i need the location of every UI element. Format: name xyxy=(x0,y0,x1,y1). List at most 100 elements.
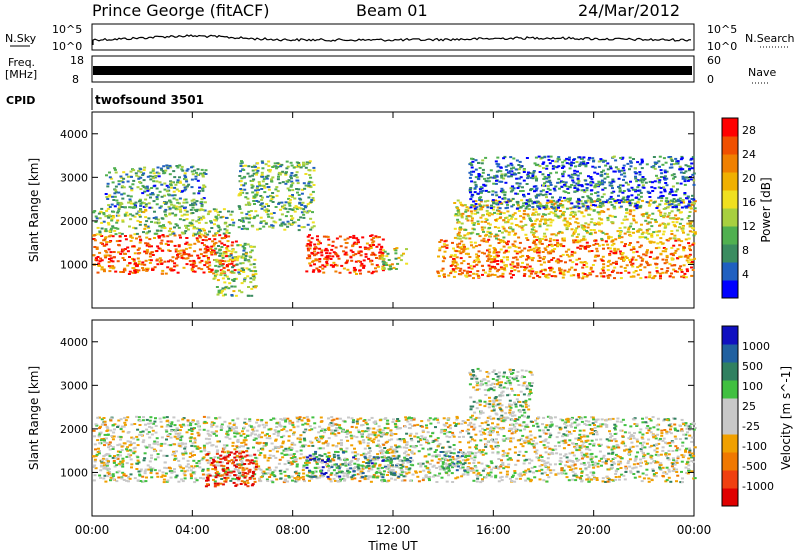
cell-power-2 xyxy=(169,180,173,183)
cell-power-8 xyxy=(673,200,677,203)
cell-power-8 xyxy=(659,237,663,240)
cell-velocity-0 xyxy=(575,418,579,421)
cell-power-8 xyxy=(666,215,670,218)
cell-power-5 xyxy=(334,263,337,266)
cell-power-9 xyxy=(603,159,607,162)
cell-power-3 xyxy=(227,249,231,252)
cell-velocity-0 xyxy=(323,453,327,456)
cell-power-7 xyxy=(540,268,544,271)
cell-power-8 xyxy=(606,208,610,211)
cell-velocity-0 xyxy=(350,478,354,481)
cell-velocity-0 xyxy=(130,463,134,466)
cell-power-7 xyxy=(612,252,616,255)
cell-power-9 xyxy=(678,197,682,200)
cell-power-4 xyxy=(306,203,310,206)
cell-power-4 xyxy=(247,165,251,168)
cell-power-9 xyxy=(582,160,586,163)
cell-velocity-0 xyxy=(660,432,664,435)
cell-power-0 xyxy=(212,272,216,275)
cell-power-4 xyxy=(291,217,295,220)
cell-power-8 xyxy=(541,238,545,240)
cell-power-9 xyxy=(576,170,579,173)
cell-power-4 xyxy=(249,179,253,182)
cell-power-7 xyxy=(544,239,548,241)
cell-velocity-0 xyxy=(392,454,396,457)
cell-velocity-0 xyxy=(516,459,520,462)
cell-power-0 xyxy=(210,245,214,248)
cell-power-8 xyxy=(670,233,674,235)
cell-power-3 xyxy=(230,285,234,288)
cell-power-0 xyxy=(223,237,226,239)
cell-velocity-0 xyxy=(413,417,416,420)
cell-velocity-0 xyxy=(275,478,279,481)
cell-power-9 xyxy=(589,181,593,184)
cell-power-8 xyxy=(585,207,589,210)
cell-power-8 xyxy=(478,203,481,206)
cell-power-8 xyxy=(623,226,627,229)
cell-power-9 xyxy=(634,172,638,175)
cell-power-8 xyxy=(506,203,509,206)
cell-power-7 xyxy=(644,276,648,279)
cell-power-7 xyxy=(613,266,617,269)
cell-power-0 xyxy=(126,246,130,249)
cell-power-1 xyxy=(228,223,232,226)
cell-power-8 xyxy=(507,200,511,203)
cell-power-0 xyxy=(160,249,164,252)
cell-power-8 xyxy=(642,213,646,215)
cell-power-2 xyxy=(138,200,141,203)
cell-power-7 xyxy=(529,257,533,259)
cell-power-4 xyxy=(284,172,288,175)
cell-power-4 xyxy=(265,203,269,206)
cell-power-7 xyxy=(576,239,580,242)
cell-power-8 xyxy=(460,214,464,217)
cell-power-9 xyxy=(600,179,604,182)
cell-power-9 xyxy=(578,156,582,159)
cell-power-7 xyxy=(538,242,542,245)
cell-velocity-0 xyxy=(326,442,330,445)
cell-power-9 xyxy=(564,185,568,188)
cell-power-9 xyxy=(560,204,564,207)
cell-power-2 xyxy=(139,188,143,191)
cell-power-2 xyxy=(144,203,148,206)
cell-power-2 xyxy=(122,171,126,174)
cell-power-4 xyxy=(295,188,299,190)
cell-power-7 xyxy=(575,263,579,266)
cell-power-0 xyxy=(155,258,159,261)
cell-velocity-0 xyxy=(661,439,665,442)
cell-power-9 xyxy=(691,201,695,204)
cell-power-4 xyxy=(260,160,264,163)
cell-power-3 xyxy=(240,255,244,258)
cell-power-4 xyxy=(293,221,297,224)
cell-power-7 xyxy=(496,238,500,241)
cell-power-9 xyxy=(549,172,553,175)
cell-power-2 xyxy=(124,206,127,209)
cell-power-5 xyxy=(381,269,385,272)
cell-power-1 xyxy=(160,226,164,229)
cell-velocity-0 xyxy=(568,439,572,442)
cell-power-9 xyxy=(653,167,657,170)
cell-power-7 xyxy=(499,266,503,269)
cell-power-5 xyxy=(378,257,382,260)
cell-power-3 xyxy=(217,289,221,292)
cell-power-1 xyxy=(110,218,114,220)
cell-power-2 xyxy=(185,185,189,188)
cell-power-3 xyxy=(219,274,223,276)
cell-velocity-0 xyxy=(112,459,116,462)
cell-power-2 xyxy=(142,205,146,208)
cell-power-1 xyxy=(147,217,151,220)
cell-velocity-0 xyxy=(280,429,284,431)
cell-power-0 xyxy=(137,260,141,263)
cell-power-8 xyxy=(487,222,490,225)
cell-power-9 xyxy=(567,174,571,177)
cell-power-8 xyxy=(576,222,580,225)
cell-power-8 xyxy=(538,237,542,240)
cell-power-2 xyxy=(158,181,162,184)
cell-power-8 xyxy=(484,217,488,220)
cell-power-4 xyxy=(309,201,313,204)
cell-power-8 xyxy=(594,222,598,225)
cell-velocity-0 xyxy=(262,442,266,445)
cell-power-8 xyxy=(552,212,556,215)
cell-power-2 xyxy=(141,184,145,187)
cell-power-7 xyxy=(657,246,661,249)
cell-power-7 xyxy=(639,256,643,259)
